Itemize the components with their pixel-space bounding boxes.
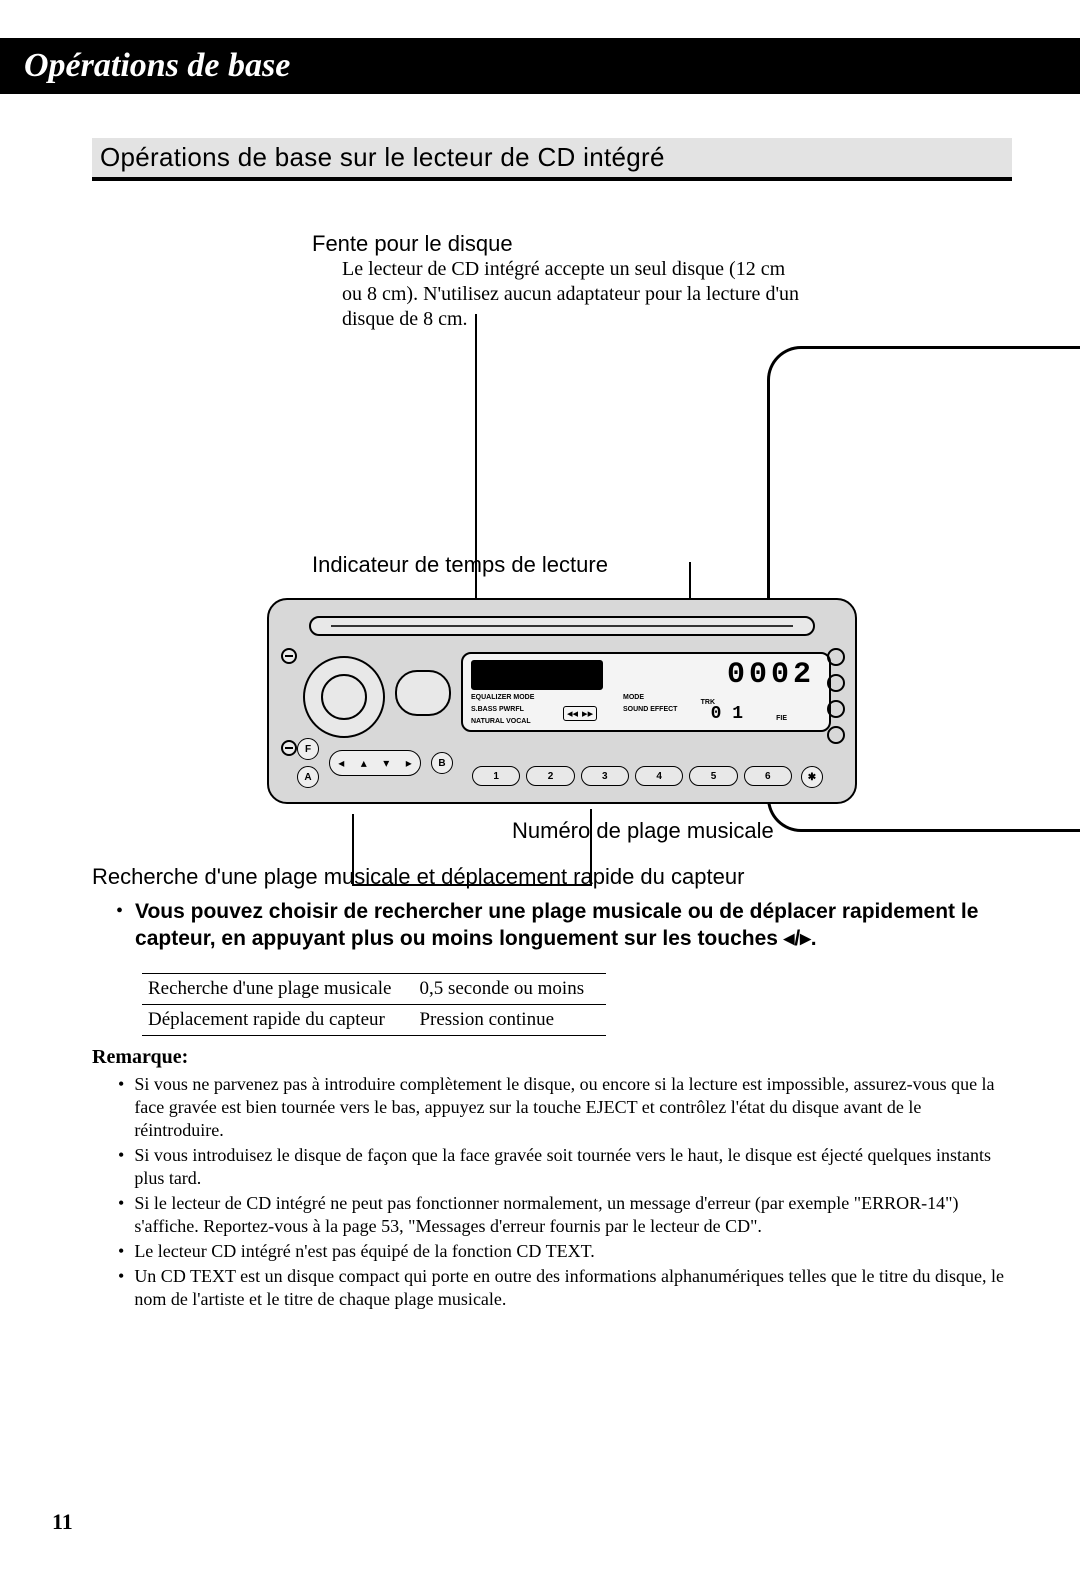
slot-annotation-body: Le lecteur de CD intégré accepte un seul…: [342, 257, 802, 332]
round-button-icon: ✱: [801, 766, 823, 788]
list-item: Si vous ne parvenez pas à introduire com…: [118, 1073, 1012, 1142]
panel-text: SOUND EFFECT: [623, 706, 677, 713]
volume-button-icon: [395, 670, 451, 716]
prev-next-icons: ◂◂ ▸▸: [563, 706, 597, 721]
panel-text: S.BASS PWRFL: [471, 706, 524, 713]
eq-graphic-icon: [471, 660, 603, 690]
leader-line-navpad-h: [352, 884, 590, 886]
note-text: Si vous introduisez le disque de façon q…: [134, 1144, 1012, 1190]
preset-button: 6: [744, 766, 792, 786]
panel-text: NATURAL VOCAL: [471, 718, 531, 725]
leader-line-slot: [475, 314, 477, 624]
table-cell: Déplacement rapide du capteur: [142, 1004, 413, 1035]
next-icon: ▸▸: [582, 707, 593, 720]
panel-text: FIE: [776, 715, 787, 722]
side-knobs: [827, 648, 845, 744]
nav-pad-icon: ◂ ▴ ▾ ▸: [329, 750, 421, 776]
subheading: Opérations de base sur le lecteur de CD …: [92, 138, 1012, 177]
nav-left-icon: ◂: [338, 756, 344, 771]
side-knob-icon: [827, 726, 845, 744]
leader-line-navpad: [352, 814, 354, 884]
rotary-knob-icon: [303, 656, 385, 738]
table-cell: Pression continue: [413, 1004, 606, 1035]
disc-slot-icon: [309, 616, 815, 636]
track-display: 0 1: [711, 704, 743, 724]
panel-text: MODE: [623, 694, 644, 701]
f-button-icon: F: [297, 738, 319, 760]
side-knob-icon: [827, 648, 845, 666]
page-number: 11: [52, 1509, 73, 1535]
side-knob-icon: [827, 700, 845, 718]
display-panel: EQUALIZER MODE MODE S.BASS PWRFL SOUND E…: [461, 652, 831, 732]
notes-list: Si vous ne parvenez pas à introduire com…: [118, 1073, 1012, 1311]
preset-button: 5: [689, 766, 737, 786]
time-display: 0002: [727, 658, 815, 692]
table-row: Recherche d'une plage musicale 0,5 secon…: [142, 973, 606, 1004]
cd-player-illustration: EQUALIZER MODE MODE S.BASS PWRFL SOUND E…: [267, 598, 857, 804]
preset-button: 4: [635, 766, 683, 786]
chapter-bar: Opérations de base: [0, 38, 1080, 94]
bullet-icon: •: [116, 898, 123, 953]
nav-right-icon: ▸: [406, 756, 412, 771]
list-item: Un CD TEXT est un disque compact qui por…: [118, 1265, 1012, 1311]
list-item: Si le lecteur de CD intégré ne peut pas …: [118, 1192, 1012, 1238]
table-cell: Recherche d'une plage musicale: [142, 973, 413, 1004]
side-knob-icon: [827, 674, 845, 692]
b-button-icon: B: [431, 752, 453, 774]
screw-icon: [281, 740, 297, 756]
slot-annotation-title: Fente pour le disque: [312, 231, 992, 257]
section-title: Recherche d'une plage musicale et déplac…: [92, 864, 1012, 890]
preset-button-row: 1 2 3 4 5 6 ✱: [469, 766, 823, 788]
preset-button: 2: [526, 766, 574, 786]
note-text: Le lecteur CD intégré n'est pas équipé d…: [134, 1240, 594, 1263]
note-text: Si vous ne parvenez pas à introduire com…: [134, 1073, 1012, 1142]
note-text: Si le lecteur de CD intégré ne peut pas …: [134, 1192, 1012, 1238]
nav-down-icon: ▾: [383, 756, 389, 771]
press-duration-table: Recherche d'une plage musicale 0,5 secon…: [142, 973, 606, 1036]
preset-button: 1: [472, 766, 520, 786]
preset-button: 3: [581, 766, 629, 786]
bold-instruction-row: • Vous pouvez choisir de rechercher une …: [116, 898, 1012, 953]
prev-icon: ◂◂: [567, 707, 578, 720]
slot-annotation: Fente pour le disque Le lecteur de CD in…: [312, 231, 992, 332]
list-item: Le lecteur CD intégré n'est pas équipé d…: [118, 1240, 1012, 1263]
subheading-wrap: Opérations de base sur le lecteur de CD …: [92, 138, 1012, 181]
chapter-title: Opérations de base: [24, 47, 290, 85]
bold-instruction: Vous pouvez choisir de rechercher une pl…: [135, 898, 1012, 953]
note-text: Un CD TEXT est un disque compact qui por…: [134, 1265, 1012, 1311]
page-body: Opérations de base sur le lecteur de CD …: [0, 94, 1080, 1311]
manual-page: Opérations de base Opérations de base su…: [0, 38, 1080, 1571]
left-button-row: F A ◂ ▴ ▾ ▸ B: [297, 738, 453, 788]
a-button-icon: A: [297, 766, 319, 788]
list-item: Si vous introduisez le disque de façon q…: [118, 1144, 1012, 1190]
remarque-label: Remarque:: [92, 1046, 1012, 1069]
screw-icon: [281, 648, 297, 664]
table-cell: 0,5 seconde ou moins: [413, 973, 606, 1004]
table-row: Déplacement rapide du capteur Pression c…: [142, 1004, 606, 1035]
nav-up-icon: ▴: [361, 756, 367, 771]
leader-line-track: [590, 809, 592, 886]
panel-text: EQUALIZER MODE: [471, 694, 534, 701]
